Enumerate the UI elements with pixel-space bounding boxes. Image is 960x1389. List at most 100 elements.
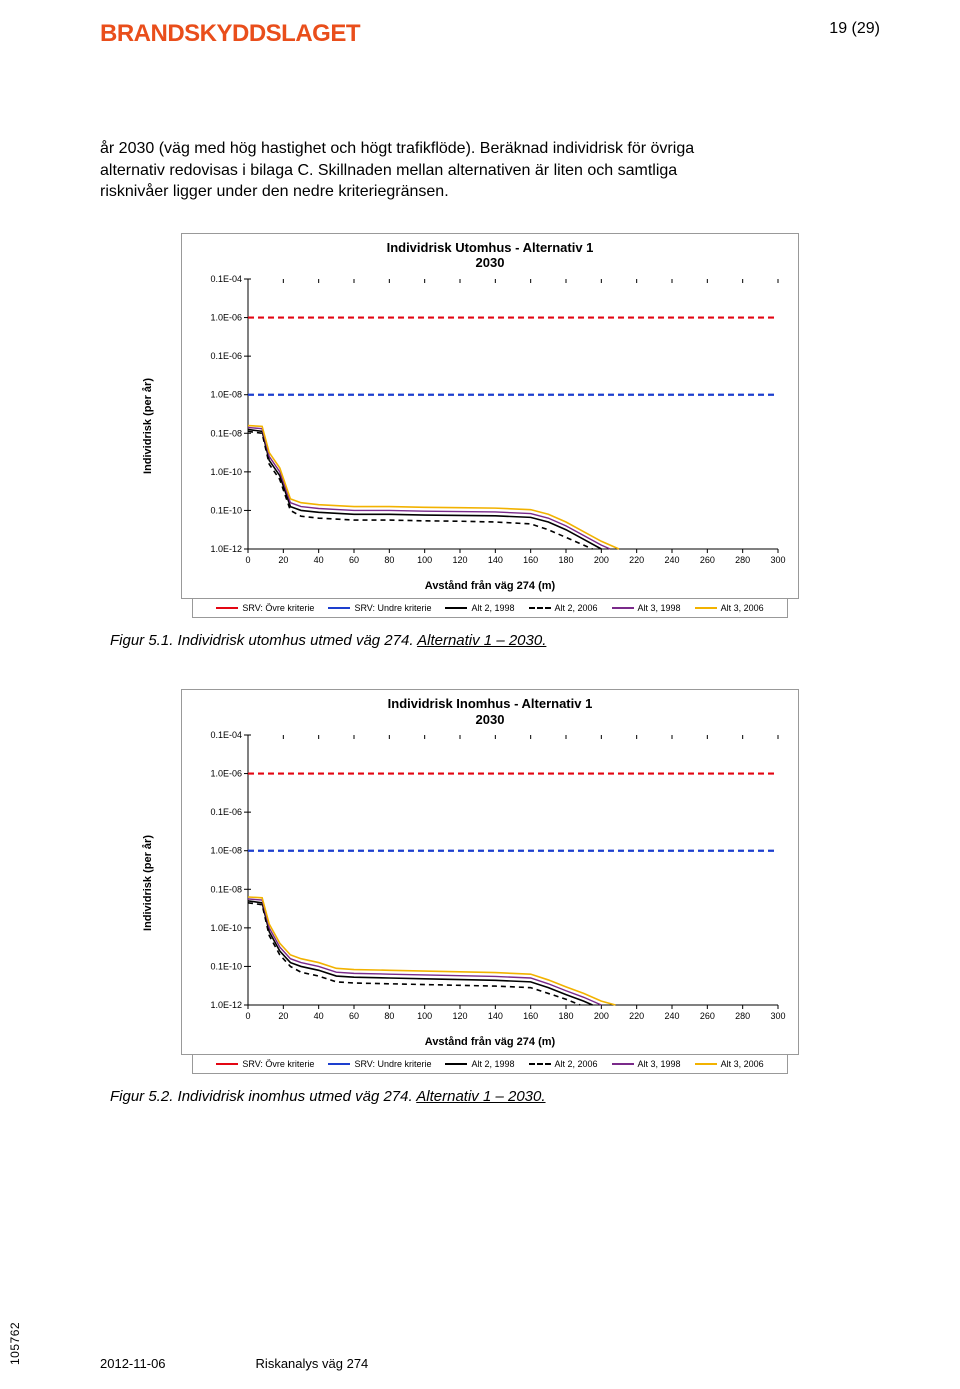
legend-item: Alt 3, 2006: [695, 603, 764, 613]
chart-1-plot: Individrisk (per år) 0.1E-041.0E-060.1E-…: [192, 275, 788, 578]
svg-text:0: 0: [245, 1011, 250, 1021]
legend-item: Alt 3, 1998: [612, 1059, 681, 1069]
document-id: 105762: [8, 1322, 22, 1365]
legend-label: SRV: Undre kriterie: [354, 1059, 431, 1069]
svg-text:80: 80: [384, 555, 394, 565]
legend-swatch: [328, 1063, 350, 1065]
legend-item: Alt 3, 1998: [612, 603, 681, 613]
chart-1-svg: 0.1E-041.0E-060.1E-061.0E-080.1E-081.0E-…: [192, 275, 788, 573]
legend-swatch: [529, 1063, 551, 1065]
logo: BRANDSKYDDSLAGET: [100, 20, 360, 48]
svg-text:1.0E-10: 1.0E-10: [210, 923, 242, 933]
legend-item: Alt 2, 2006: [529, 1059, 598, 1069]
chart-1-ylabel: Individrisk (per år): [142, 378, 154, 474]
legend-label: SRV: Övre kriterie: [242, 1059, 314, 1069]
svg-text:300: 300: [770, 555, 785, 565]
svg-text:0.1E-04: 0.1E-04: [210, 731, 242, 740]
svg-text:240: 240: [664, 555, 679, 565]
chart-1-legend: SRV: Övre kriterieSRV: Undre kriterieAlt…: [192, 599, 788, 618]
page-footer: 2012-11-06 Riskanalys väg 274: [100, 1356, 880, 1371]
chart-2-plot: Individrisk (per år) 0.1E-041.0E-060.1E-…: [192, 731, 788, 1034]
svg-text:1.0E-12: 1.0E-12: [210, 544, 242, 554]
svg-text:60: 60: [349, 555, 359, 565]
svg-text:220: 220: [629, 1011, 644, 1021]
svg-text:180: 180: [558, 555, 573, 565]
svg-text:120: 120: [452, 555, 467, 565]
svg-text:0.1E-04: 0.1E-04: [210, 275, 242, 284]
svg-text:0.1E-10: 0.1E-10: [210, 505, 242, 515]
chart-1-title: Individrisk Utomhus - Alternativ 1 2030: [192, 240, 788, 271]
svg-text:20: 20: [278, 1011, 288, 1021]
chart-1-title-line2: 2030: [476, 255, 505, 270]
chart-1-box: Individrisk Utomhus - Alternativ 1 2030 …: [181, 233, 799, 599]
svg-text:220: 220: [629, 555, 644, 565]
chart-2-xlabel: Avstånd från väg 274 (m): [192, 1036, 788, 1048]
chart-1-caption-text: Figur 5.1. Individrisk utomhus utmed väg…: [110, 632, 417, 649]
svg-text:100: 100: [417, 555, 432, 565]
footer-date: 2012-11-06: [100, 1356, 166, 1371]
legend-label: Alt 3, 1998: [638, 1059, 681, 1069]
body-paragraph: år 2030 (väg med hög hastighet och högt …: [100, 138, 720, 203]
legend-label: Alt 3, 2006: [721, 603, 764, 613]
legend-swatch: [695, 1063, 717, 1065]
chart-2-caption: Figur 5.2. Individrisk inomhus utmed väg…: [110, 1088, 546, 1105]
svg-text:1.0E-08: 1.0E-08: [210, 846, 242, 856]
svg-text:0.1E-08: 0.1E-08: [210, 884, 242, 894]
footer-doc: Riskanalys väg 274: [256, 1356, 369, 1371]
legend-item: Alt 3, 2006: [695, 1059, 764, 1069]
chart-2-caption-underline: Alternativ 1 – 2030.: [416, 1088, 545, 1105]
svg-text:0.1E-06: 0.1E-06: [210, 351, 242, 361]
chart-2-ylabel: Individrisk (per år): [142, 835, 154, 931]
svg-text:280: 280: [735, 555, 750, 565]
svg-text:200: 200: [594, 1011, 609, 1021]
svg-text:40: 40: [314, 1011, 324, 1021]
svg-text:160: 160: [523, 555, 538, 565]
svg-text:0.1E-08: 0.1E-08: [210, 428, 242, 438]
chart-2-title-line1: Individrisk Inomhus - Alternativ 1: [388, 696, 593, 711]
legend-swatch: [328, 607, 350, 609]
chart-2-svg: 0.1E-04 1.0E-06 0.1E-06 1.0E-08 0.1E-08 1.0E-…: [192, 731, 788, 1029]
svg-text:0.1E-06: 0.1E-06: [210, 807, 242, 817]
svg-text:80: 80: [384, 1011, 394, 1021]
legend-label: Alt 2, 1998: [471, 1059, 514, 1069]
legend-item: SRV: Övre kriterie: [216, 603, 314, 613]
legend-label: Alt 2, 1998: [471, 603, 514, 613]
legend-item: Alt 2, 1998: [445, 603, 514, 613]
svg-text:240: 240: [664, 1011, 679, 1021]
legend-label: Alt 2, 2006: [555, 603, 598, 613]
legend-swatch: [445, 607, 467, 609]
svg-text:260: 260: [700, 1011, 715, 1021]
svg-text:40: 40: [314, 555, 324, 565]
chart-2-box: Individrisk Inomhus - Alternativ 1 2030 …: [181, 689, 799, 1055]
chart-2-caption-text: Figur 5.2. Individrisk inomhus utmed väg…: [110, 1088, 416, 1105]
chart-2-title: Individrisk Inomhus - Alternativ 1 2030: [192, 696, 788, 727]
svg-text:0.1E-10: 0.1E-10: [210, 962, 242, 972]
svg-text:1.0E-06: 1.0E-06: [210, 313, 242, 323]
svg-text:280: 280: [735, 1011, 750, 1021]
chart-1-xlabel: Avstånd från väg 274 (m): [192, 580, 788, 592]
legend-label: Alt 3, 2006: [721, 1059, 764, 1069]
chart-1-caption-underline: Alternativ 1 – 2030.: [417, 632, 546, 649]
legend-swatch: [216, 1063, 238, 1065]
svg-text:260: 260: [700, 555, 715, 565]
legend-swatch: [445, 1063, 467, 1065]
svg-text:200: 200: [594, 555, 609, 565]
legend-label: Alt 2, 2006: [555, 1059, 598, 1069]
svg-text:60: 60: [349, 1011, 359, 1021]
chart-1-caption: Figur 5.1. Individrisk utomhus utmed väg…: [110, 632, 546, 649]
legend-swatch: [612, 1063, 634, 1065]
svg-text:120: 120: [452, 1011, 467, 1021]
legend-swatch: [695, 607, 717, 609]
svg-text:180: 180: [558, 1011, 573, 1021]
legend-item: SRV: Undre kriterie: [328, 1059, 431, 1069]
svg-text:1.0E-10: 1.0E-10: [210, 467, 242, 477]
svg-text:1.0E-06: 1.0E-06: [210, 769, 242, 779]
svg-text:160: 160: [523, 1011, 538, 1021]
legend-item: Alt 2, 2006: [529, 603, 598, 613]
legend-swatch: [529, 607, 551, 609]
svg-text:0: 0: [245, 555, 250, 565]
page-number: 19 (29): [829, 20, 880, 38]
legend-label: SRV: Övre kriterie: [242, 603, 314, 613]
svg-text:140: 140: [488, 555, 503, 565]
legend-swatch: [216, 607, 238, 609]
